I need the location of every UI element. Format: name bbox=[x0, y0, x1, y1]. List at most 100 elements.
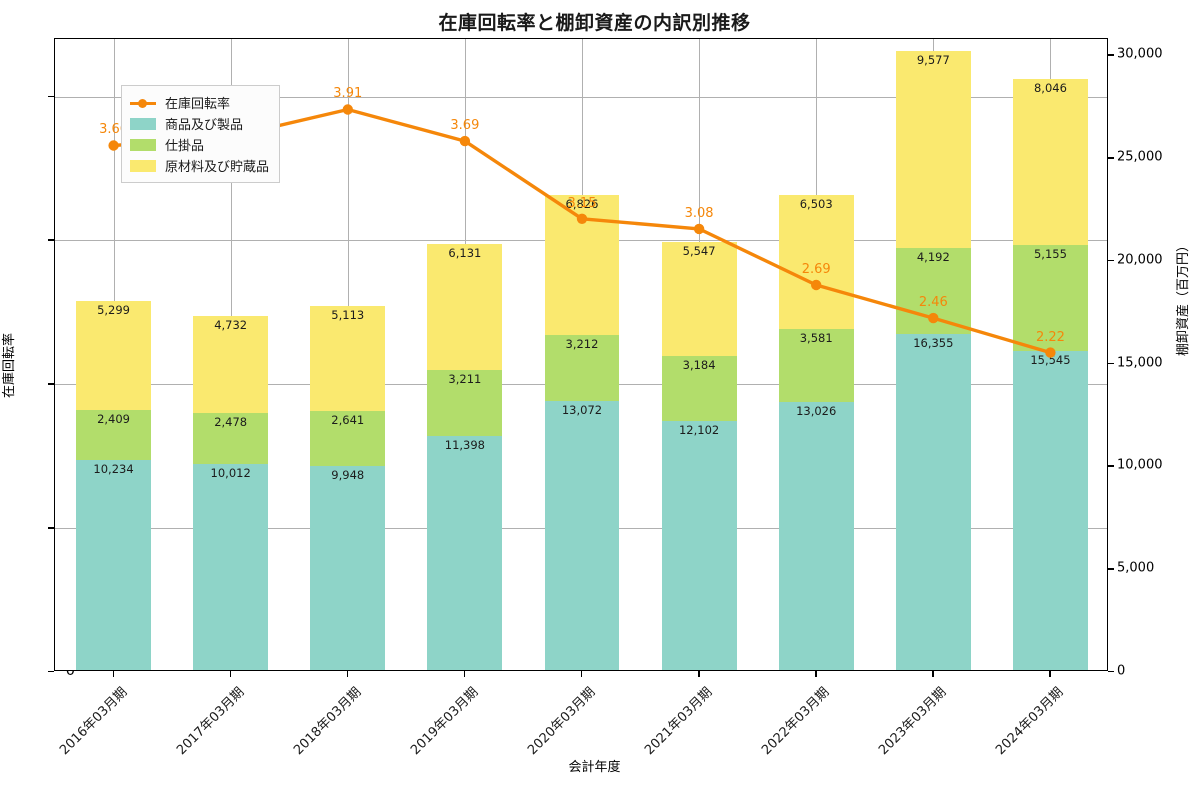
bar-value-label: 8,046 bbox=[1033, 81, 1067, 96]
bar-segment[interactable]: 3,211 bbox=[427, 369, 503, 436]
line-value-label: 3.15 bbox=[567, 195, 597, 211]
bar-segment[interactable]: 4,732 bbox=[193, 316, 269, 414]
x-axis-tick-label: 2017年03月期 bbox=[173, 684, 248, 759]
bar-value-label: 10,012 bbox=[210, 466, 251, 481]
y-axis-right-tick-label: 30,000 bbox=[1117, 46, 1163, 62]
bar-value-label: 12,102 bbox=[678, 423, 720, 438]
legend-label: 原材料及び貯蔵品 bbox=[165, 160, 270, 175]
bar-segment[interactable]: 9,577 bbox=[895, 50, 971, 248]
line-value-label: 3.91 bbox=[333, 86, 363, 102]
legend-line-marker-icon bbox=[130, 97, 156, 109]
bar-value-label: 2,409 bbox=[97, 412, 131, 427]
x-axis-tick-mark bbox=[463, 671, 466, 677]
bar-segment[interactable]: 5,547 bbox=[661, 241, 737, 356]
bar-value-label: 5,547 bbox=[682, 243, 716, 258]
bar-value-label: 6,131 bbox=[448, 245, 482, 260]
grid-line-horizontal bbox=[55, 96, 1107, 98]
legend-color-swatch-icon bbox=[130, 117, 156, 130]
line-data-point[interactable] bbox=[459, 135, 471, 147]
line-data-point[interactable] bbox=[811, 279, 822, 291]
y-axis-right-tick-label: 0 bbox=[1117, 663, 1126, 679]
y-axis-right-tick-mark bbox=[1108, 259, 1114, 262]
bar-segment[interactable]: 5,155 bbox=[1012, 244, 1088, 351]
line-data-point[interactable] bbox=[108, 140, 119, 151]
bar-value-label: 4,732 bbox=[214, 318, 248, 333]
legend-item[interactable]: 原材料及び貯蔵品 bbox=[130, 155, 269, 176]
bar-segment[interactable]: 12,102 bbox=[661, 421, 737, 670]
chart-legend: 在庫回転率商品及び製品 仕掛品原材料及び貯蔵品 bbox=[121, 85, 281, 183]
y-axis-right-tick-label: 25,000 bbox=[1117, 149, 1163, 165]
x-axis-tick-mark bbox=[1049, 671, 1051, 677]
line-data-point[interactable] bbox=[342, 104, 353, 115]
bar-value-label: 3,211 bbox=[448, 371, 482, 386]
x-axis-tick-mark bbox=[112, 671, 114, 677]
legend-label: 在庫回転率 bbox=[165, 97, 231, 112]
bar-value-label: 2,641 bbox=[331, 413, 365, 428]
bar-segment[interactable]: 3,184 bbox=[661, 355, 737, 422]
bar-value-label: 9,577 bbox=[916, 52, 950, 67]
y-axis-right-tick-label: 10,000 bbox=[1117, 457, 1163, 473]
y-axis-left-tick-mark bbox=[48, 527, 54, 529]
bar-value-label: 3,212 bbox=[565, 337, 599, 352]
bar-segment[interactable]: 3,212 bbox=[544, 335, 620, 402]
bar-segment[interactable]: 6,131 bbox=[427, 243, 503, 370]
bar-segment[interactable]: 5,113 bbox=[310, 306, 386, 412]
plot-area: 10,234 2,409 5,299 10,012 2,478 4,732 9,948 2,6… bbox=[54, 38, 1108, 671]
line-data-point[interactable] bbox=[693, 223, 705, 235]
bar-segment[interactable]: 10,012 bbox=[193, 464, 269, 670]
bar-segment[interactable]: 5,299 bbox=[76, 301, 152, 411]
bar-segment[interactable]: 15,545 bbox=[1012, 350, 1088, 670]
x-axis-tick-mark bbox=[581, 671, 583, 677]
bar-segment[interactable]: 10,234 bbox=[76, 459, 152, 670]
x-axis-tick-label: 2019年03月期 bbox=[408, 684, 482, 759]
bar-value-label: 3,184 bbox=[682, 357, 716, 372]
bar-segment[interactable]: 16,355 bbox=[895, 333, 971, 670]
y-axis-left-tick-mark bbox=[48, 239, 54, 241]
line-value-label: 2.22 bbox=[1035, 329, 1065, 345]
legend-item[interactable]: 在庫回転率 bbox=[130, 92, 269, 113]
x-axis-tick-mark bbox=[698, 671, 700, 677]
chart-title: 在庫回転率と棚卸資産の内訳別推移 bbox=[438, 12, 751, 34]
y-axis-right-tick-label: 5,000 bbox=[1117, 560, 1155, 576]
x-axis-tick-label: 2024年03月期 bbox=[993, 684, 1067, 759]
legend-label: 商品及び製品 bbox=[165, 118, 244, 133]
bar-segment[interactable]: 13,026 bbox=[778, 402, 854, 670]
line-data-point[interactable] bbox=[1045, 347, 1056, 358]
x-axis-tick-label: 2016年03月期 bbox=[56, 684, 130, 759]
bar-value-label: 4,192 bbox=[916, 249, 950, 264]
bar-segment[interactable]: 2,409 bbox=[76, 410, 152, 460]
line-value-label: 3.66 bbox=[99, 122, 129, 138]
y-axis-right-tick-mark bbox=[1108, 671, 1114, 673]
bar-segment[interactable]: 2,478 bbox=[193, 413, 269, 465]
bar-value-label: 2,478 bbox=[214, 415, 248, 430]
bar-value-label: 15,545 bbox=[1030, 352, 1071, 367]
y-axis-right-tick-mark bbox=[1108, 157, 1114, 159]
bar-value-label: 3,581 bbox=[799, 330, 833, 345]
x-axis-tick-label: 2021年03月期 bbox=[642, 684, 716, 759]
y-axis-right-tick-label: 15,000 bbox=[1117, 355, 1163, 371]
bar-segment[interactable]: 11,398 bbox=[427, 435, 503, 670]
legend-item[interactable]: 商品及び製品 bbox=[130, 113, 269, 134]
bar-value-label: 5,155 bbox=[1033, 246, 1067, 261]
bar-segment[interactable]: 13,072 bbox=[544, 401, 620, 670]
bar-segment[interactable]: 6,503 bbox=[778, 195, 854, 329]
legend-color-swatch-icon bbox=[130, 159, 156, 172]
bar-value-label: 5,299 bbox=[97, 303, 131, 318]
bar-segment[interactable]: 2,641 bbox=[310, 411, 386, 466]
line-value-label: 3.69 bbox=[450, 118, 480, 134]
y-axis-right-tick-mark bbox=[1108, 465, 1114, 467]
bar-value-label: 13,072 bbox=[561, 403, 603, 418]
legend-item[interactable]: 仕掛品 bbox=[130, 134, 269, 155]
line-value-label: 3.08 bbox=[684, 205, 714, 221]
bar-segment[interactable]: 9,948 bbox=[310, 465, 386, 670]
y-axis-left-tick-mark bbox=[48, 95, 54, 97]
bar-value-label: 10,234 bbox=[93, 461, 134, 476]
y-axis-right-tick-mark bbox=[1108, 54, 1114, 56]
y-axis-right-tick-label: 20,000 bbox=[1117, 252, 1163, 268]
legend-label: 仕掛品 bbox=[165, 139, 205, 154]
bar-segment[interactable]: 8,046 bbox=[1012, 79, 1088, 245]
line-data-point[interactable] bbox=[576, 213, 588, 224]
line-data-point[interactable] bbox=[928, 312, 939, 324]
bar-segment[interactable]: 3,581 bbox=[778, 328, 854, 403]
